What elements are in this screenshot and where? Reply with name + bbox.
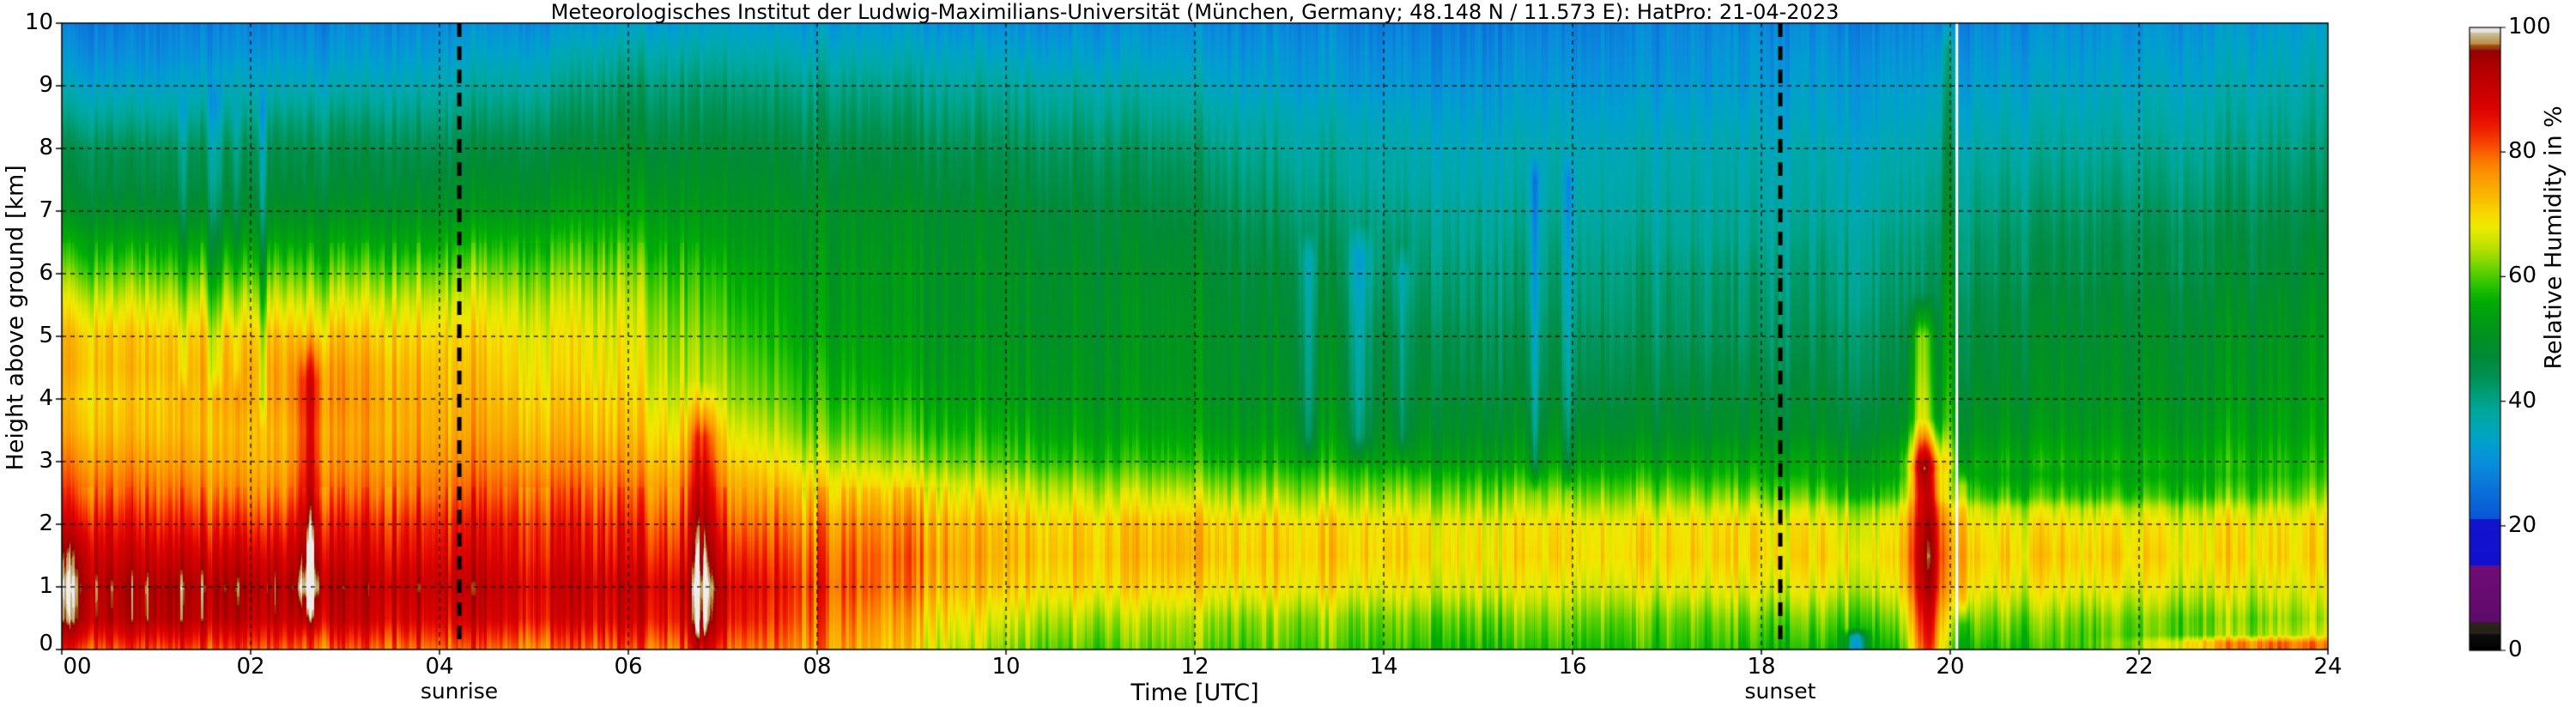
colorbar-tick-label-100: 100	[2508, 14, 2551, 39]
y-tick-label-9: 9	[39, 72, 53, 98]
sunrise-label: sunrise	[420, 679, 499, 704]
y-tick-label-8: 8	[39, 135, 53, 160]
x-tick-label-20: 20	[1936, 654, 1965, 680]
y-tick-label-0: 0	[39, 631, 53, 656]
colorbar-label: Relative Humidity in %	[2540, 106, 2567, 370]
y-tick-label-2: 2	[39, 511, 53, 536]
sunset-label: sunset	[1744, 679, 1816, 704]
colorbar-tick-label-20: 20	[2508, 511, 2537, 538]
x-tick-label-00: 00	[63, 654, 92, 680]
y-tick-label-5: 5	[39, 323, 53, 348]
x-tick-label-12: 12	[1180, 654, 1209, 680]
x-tick-label-02: 02	[236, 654, 265, 680]
colorbar-tick-label-60: 60	[2508, 263, 2537, 289]
x-tick-label-10: 10	[991, 654, 1021, 680]
y-tick-label-3: 3	[39, 448, 53, 474]
x-tick-label-16: 16	[1558, 654, 1587, 680]
figure-title: Meteorologisches Institut der Ludwig-Max…	[550, 0, 1840, 24]
y-tick-label-7: 7	[39, 197, 53, 223]
x-tick-label-22: 22	[2124, 654, 2154, 680]
x-tick-label-24: 24	[2313, 654, 2343, 680]
y-tick-label-10: 10	[24, 9, 53, 35]
colorbar-tick-label-80: 80	[2508, 138, 2537, 165]
colorbar-tick-label-40: 40	[2508, 387, 2537, 414]
x-tick-label-18: 18	[1747, 654, 1776, 680]
x-tick-label-04: 04	[425, 654, 454, 680]
x-tick-label-08: 08	[803, 654, 832, 680]
colorbar-tick-label-0: 0	[2508, 637, 2523, 662]
y-tick-label-6: 6	[39, 260, 53, 286]
x-tick-label-06: 06	[614, 654, 643, 680]
x-axis-label: Time [UTC]	[1130, 680, 1259, 706]
x-tick-label-14: 14	[1369, 654, 1398, 680]
y-tick-label-4: 4	[39, 385, 53, 411]
y-tick-label-1: 1	[39, 573, 53, 599]
